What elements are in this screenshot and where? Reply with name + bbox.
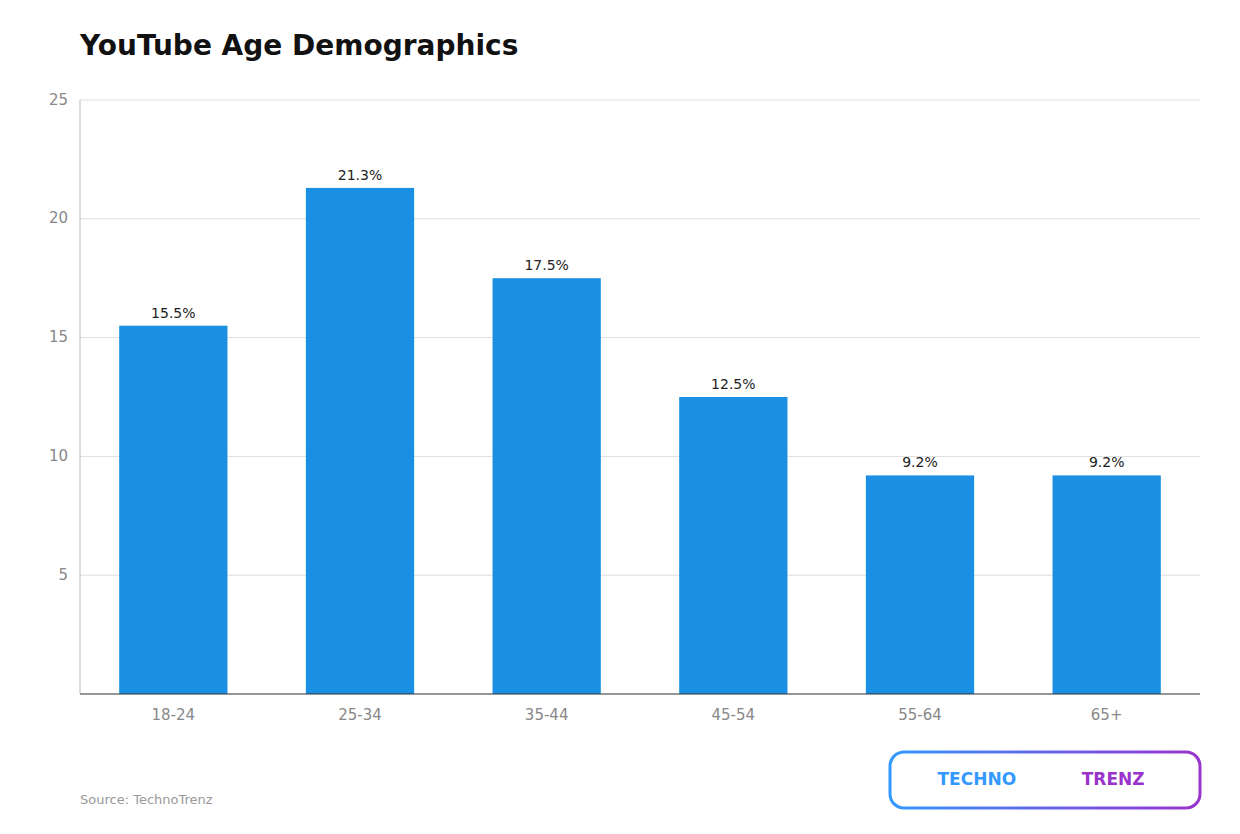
y-tick-label: 15 (49, 328, 68, 346)
data-label: 12.5% (711, 376, 755, 392)
bar (866, 475, 974, 694)
y-axis-line (80, 100, 81, 694)
y-tick-label: 10 (49, 447, 68, 465)
x-tick-label: 65+ (1091, 706, 1123, 724)
x-tick-label: 55-64 (898, 706, 942, 724)
bar (493, 278, 601, 694)
bar (306, 188, 414, 694)
chart-title: YouTube Age Demographics (79, 29, 518, 62)
y-tick-label: 20 (49, 209, 68, 227)
y-tick-label: 5 (58, 566, 68, 584)
y-tick-label: 25 (49, 91, 68, 109)
source-text: Source: TechnoTrenz (80, 792, 213, 807)
logo-text: TRENZ (1082, 769, 1145, 789)
x-tick-label: 45-54 (712, 706, 756, 724)
chart-container: YouTube Age Demographics 5 10 15 20 25 15.5% 21… (0, 0, 1240, 834)
grid-line (80, 100, 1200, 101)
bar (119, 326, 227, 694)
bar (679, 397, 787, 694)
data-label: 17.5% (524, 257, 568, 273)
grid-line (80, 456, 1200, 457)
data-label: 21.3% (338, 167, 382, 183)
grid-line (80, 575, 1200, 576)
data-label: 15.5% (151, 305, 195, 321)
x-tick-label: 18-24 (152, 706, 196, 724)
x-tick-label: 25-34 (338, 706, 382, 724)
bars (119, 188, 1161, 694)
bar (1053, 475, 1161, 694)
grid-line (80, 337, 1200, 338)
logo-box (890, 752, 1200, 808)
x-axis-line (80, 693, 1200, 694)
data-label: 9.2% (1089, 454, 1125, 470)
logo-text: TECHNO (938, 769, 1017, 789)
data-label: 9.2% (902, 454, 938, 470)
grid-line (80, 218, 1200, 219)
x-tick-label: 35-44 (525, 706, 569, 724)
chart-svg: YouTube Age Demographics 5 10 15 20 25 15.5% 21… (0, 0, 1240, 834)
